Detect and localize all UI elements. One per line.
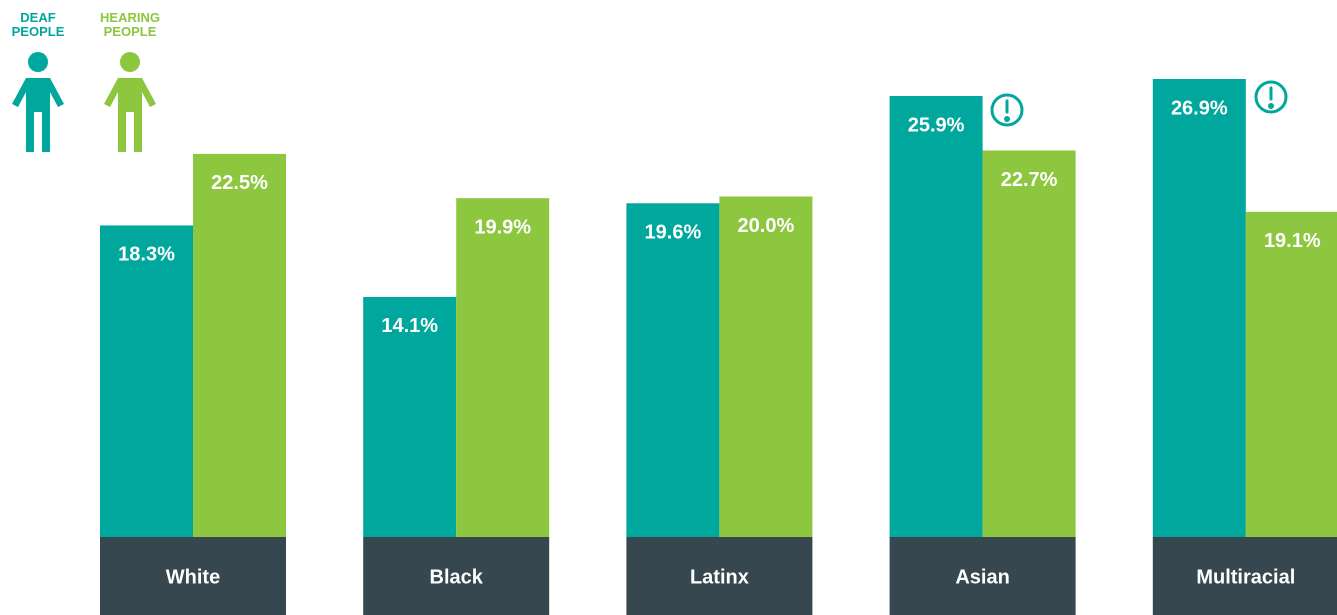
bar xyxy=(719,196,813,537)
legend-label: HEARING PEOPLE xyxy=(100,10,160,39)
legend-label: DEAF PEOPLE xyxy=(11,10,65,39)
bar xyxy=(982,150,1076,538)
alert-icon xyxy=(990,93,1024,127)
bar xyxy=(193,153,286,538)
bar xyxy=(626,203,720,537)
value-label: 14.1% xyxy=(381,315,438,337)
x-tick-label: Multiracial xyxy=(1196,566,1295,588)
category-band xyxy=(626,537,813,615)
x-tick-label: Asian xyxy=(955,566,1009,588)
bar xyxy=(456,198,550,537)
bar xyxy=(1245,211,1337,537)
value-label: 18.3% xyxy=(118,244,175,266)
category-band xyxy=(889,537,1076,615)
hearing-person-icon xyxy=(104,52,156,152)
value-label: 22.5% xyxy=(211,172,268,194)
category-band xyxy=(363,537,550,615)
deaf-person-icon xyxy=(12,52,64,152)
x-tick-label: Black xyxy=(430,566,484,588)
category-band xyxy=(100,537,286,615)
alert-icon xyxy=(1254,80,1288,114)
x-tick-label: Latinx xyxy=(690,566,749,588)
value-label: 22.7% xyxy=(1001,169,1058,191)
value-label: 19.9% xyxy=(474,216,531,238)
value-label: 20.0% xyxy=(738,215,795,237)
bar xyxy=(100,225,193,537)
value-label: 25.9% xyxy=(908,114,965,136)
value-label: 19.1% xyxy=(1264,230,1321,252)
value-label: 19.6% xyxy=(645,222,702,244)
bar xyxy=(363,296,457,537)
x-tick-label: White xyxy=(166,566,220,588)
bar xyxy=(889,96,983,537)
bar xyxy=(1152,79,1246,537)
category-band xyxy=(1152,537,1337,615)
value-label: 26.9% xyxy=(1171,97,1228,119)
